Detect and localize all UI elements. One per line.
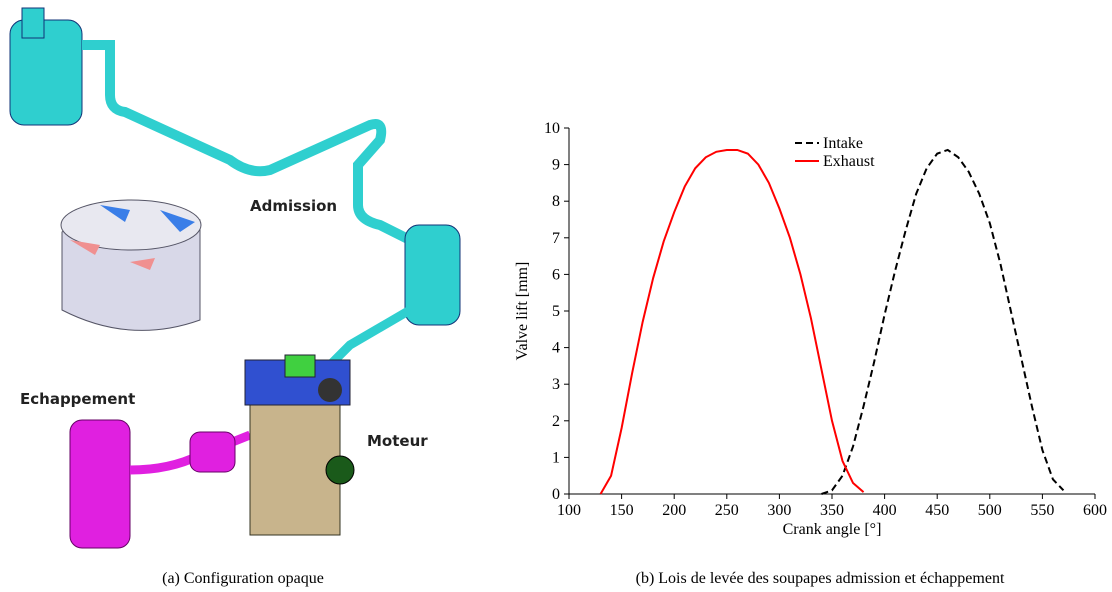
- intake-tank: [9, 19, 83, 126]
- label: Moteur: [367, 432, 428, 450]
- y-tick-label: 7: [552, 230, 560, 247]
- y-tick-label: 6: [552, 266, 560, 283]
- valve-pocket: [100, 205, 195, 232]
- x-tick-label: 200: [662, 502, 686, 519]
- x-tick-label: 550: [1030, 502, 1054, 519]
- exhaust-tank: [69, 419, 131, 549]
- tank-neck: [21, 7, 45, 39]
- x-tick-label: 150: [610, 502, 634, 519]
- x-axis-label: Crank angle [°]: [783, 521, 882, 538]
- x-tick-label: 250: [715, 502, 739, 519]
- y-axis-label: Valve lift [mm]: [514, 262, 531, 361]
- legend-label: Intake: [823, 135, 863, 152]
- illustration: Admission Echappement Moteur (a) Configu…: [9, 7, 461, 587]
- y-tick-label: 5: [552, 303, 560, 320]
- x-tick-label: 500: [978, 502, 1002, 519]
- valve-relief: [70, 240, 155, 270]
- intake-pipe: [82, 40, 413, 245]
- x-tick-label: 350: [820, 502, 844, 519]
- x-tick-label: 100: [557, 502, 581, 519]
- y-tick-label: 1: [552, 449, 560, 466]
- x-tick-label: 450: [925, 502, 949, 519]
- pulley: [318, 378, 342, 402]
- x-tick-label: 400: [873, 502, 897, 519]
- series-line: [599, 148, 865, 495]
- pulley: [325, 455, 355, 485]
- y-tick-label: 4: [552, 340, 560, 357]
- series-line: [821, 148, 1065, 495]
- label: Admission: [250, 197, 337, 215]
- x-tick-label: 300: [767, 502, 791, 519]
- y-tick-label: 8: [552, 193, 560, 210]
- legend-label: Exhaust: [823, 153, 875, 170]
- y-tick-label: 10: [544, 120, 560, 137]
- cam-cover: [284, 354, 316, 378]
- label: Echappement: [20, 390, 135, 408]
- caption: (b) Lois de levée des soupapes admission…: [636, 570, 1005, 587]
- caption: (a) Configuration opaque: [162, 570, 324, 587]
- y-tick-label: 9: [552, 157, 560, 174]
- x-tick-label: 600: [1083, 502, 1107, 519]
- muffler: [189, 431, 236, 473]
- plenum: [404, 224, 461, 326]
- y-tick-label: 0: [552, 486, 560, 503]
- y-tick-label: 2: [552, 413, 560, 430]
- y-tick-label: 3: [552, 376, 560, 393]
